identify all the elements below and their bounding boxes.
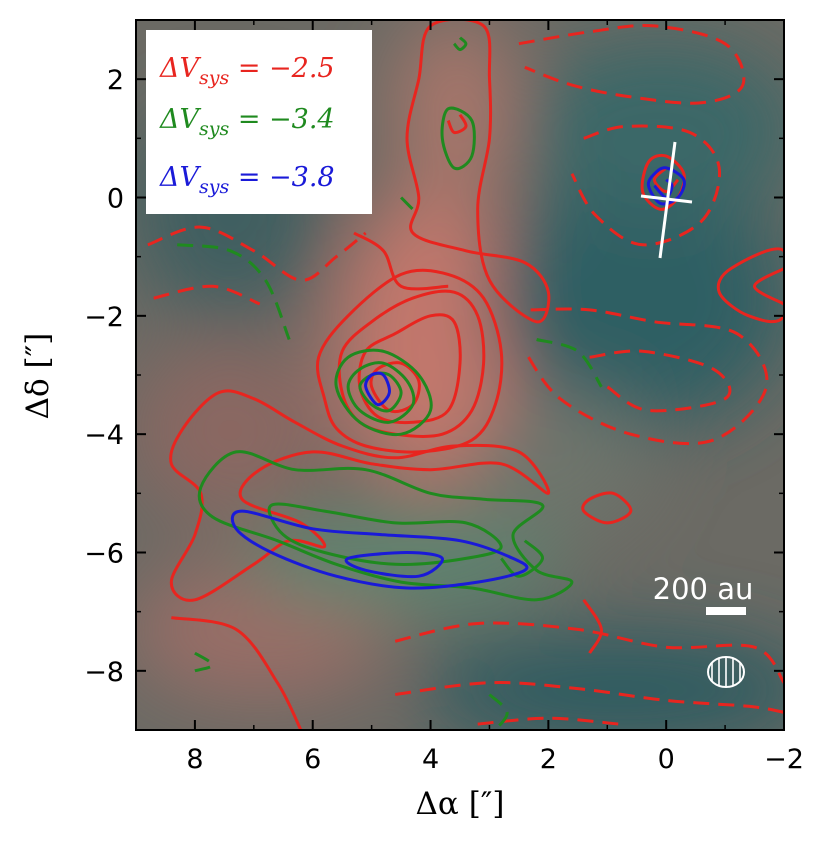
scale-bar-label: 200 au: [653, 572, 754, 606]
scale-bar: 200 au: [653, 572, 754, 615]
contour-series-2-solid-7: [267, 502, 503, 566]
y-tick-label-2: −2: [84, 302, 124, 333]
y-axis-label: Δδ [″]: [20, 333, 56, 420]
contour-series-2-solid-4: [440, 106, 476, 171]
x-tick-label-4: 0: [658, 744, 675, 775]
contour-series-1-solid-10: [581, 491, 633, 525]
x-tick-label-2: 4: [422, 744, 439, 775]
contour-series-2-dashed-13: [488, 693, 509, 730]
contour-series-1-dashed-20: [147, 225, 367, 282]
contour-series-1-dashed-22: [394, 621, 784, 684]
y-tick-label-5: −8: [84, 657, 124, 688]
legend-entry-2: ΔVsys = −3.4: [159, 104, 335, 140]
contour-series-1-dashed-21: [153, 284, 261, 306]
contour-series-1-dashed-18: [523, 307, 769, 446]
x-axis-label: Δα [″]: [416, 786, 505, 822]
x-tick-label-5: −2: [764, 744, 804, 775]
legend-entry-3: ΔVsys = −3.8: [159, 162, 335, 198]
tick-layer: 8 6 4 2 0 −2 2 0 −2 −4 −6 −8: [84, 19, 804, 775]
contour-series-2-dashed-10: [536, 338, 603, 388]
contour-series-2-dashed-11: [400, 196, 420, 217]
contour-series-2-solid-2: [346, 361, 416, 424]
contour-series-3-solid-4: [646, 166, 686, 206]
contour-series-1-solid-5: [405, 20, 551, 324]
x-tick-label-3: 2: [540, 744, 557, 775]
contour-series-3-solid-2: [230, 509, 529, 590]
source-cross-minor: [640, 194, 693, 204]
y-tick-label-0: 2: [107, 65, 124, 96]
legend-entry-1: ΔVsys = −2.5: [159, 53, 335, 89]
contour-series-2-solid-1: [334, 348, 433, 437]
contour-series-1-dashed-23: [395, 681, 784, 714]
contour-series-1-solid-8: [169, 389, 551, 602]
contour-series-3-solid-3: [344, 551, 444, 579]
contour-series-1-dashed-24: [477, 716, 620, 726]
y-tick-label-4: −6: [84, 539, 124, 570]
contour-series-1-dashed-16: [518, 23, 746, 105]
legend-box: [146, 30, 372, 214]
contour-series-2-solid-8: [500, 539, 544, 578]
y-tick-label-3: −4: [84, 420, 124, 451]
contour-series-1-dashed-17: [570, 124, 722, 247]
x-tick-label-1: 6: [304, 744, 321, 775]
contour-series-2-dashed-9: [177, 243, 291, 341]
contour-series-2-dashed-12: [194, 651, 215, 673]
contour-series-2-solid-5: [452, 36, 468, 52]
contour-series-1-solid-9: [171, 616, 303, 730]
contour-layer: [147, 20, 784, 730]
contour-series-1-solid-11: [582, 598, 603, 654]
contour-series-1-solid-6: [446, 113, 468, 135]
contour-series-1-solid-1: [315, 268, 504, 454]
contour-series-1-solid-14: [716, 247, 784, 324]
contour-series-3-solid-1: [364, 371, 391, 407]
contour-series-1-solid-15: [753, 267, 784, 306]
source-marker: [640, 141, 693, 259]
contour-series-2-solid-6: [197, 450, 574, 602]
contour-series-1-dashed-19: [589, 349, 732, 413]
y-tick-label-1: 0: [107, 184, 124, 215]
contour-series-1-solid-7: [353, 231, 449, 291]
legend: ΔVsys = −2.5 ΔVsys = −3.4 ΔVsys = −3.8: [146, 30, 372, 214]
x-tick-label-0: 8: [186, 744, 203, 775]
